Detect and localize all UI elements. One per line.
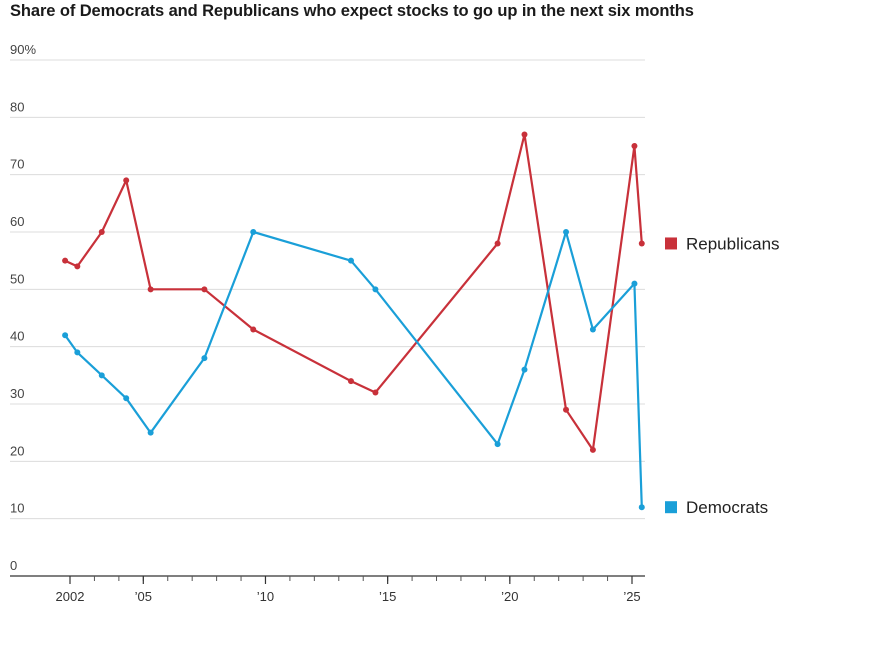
series-layer — [62, 131, 645, 511]
data-point-republicans — [348, 378, 354, 385]
data-point-democrats — [348, 257, 354, 264]
legend-label-democrats: Democrats — [686, 498, 768, 517]
legend-swatch-republicans — [665, 237, 677, 250]
x-tick-label: 2002 — [56, 589, 85, 604]
y-tick-label: 80 — [10, 99, 24, 114]
y-tick-label: 40 — [10, 329, 24, 344]
series-line-republicans — [63, 133, 643, 451]
y-axis: 0 10 20 30 40 50 60 70 80 90% — [10, 42, 36, 573]
x-tick-label: ’25 — [623, 589, 640, 604]
data-point-republicans — [494, 240, 501, 247]
y-tick-label: 0 — [10, 558, 17, 573]
x-tick-label: ’05 — [135, 589, 152, 604]
legend: Republicans Democrats — [665, 234, 780, 517]
data-point-republicans — [201, 286, 208, 293]
x-axis: 2002 ’05 ’10 ’15 ’20 ’25 — [10, 575, 645, 604]
data-point-democrats — [98, 372, 105, 379]
y-tick-label: 90% — [10, 42, 36, 57]
data-point-democrats — [638, 504, 645, 511]
data-point-republicans — [372, 389, 379, 396]
data-point-republicans — [589, 446, 596, 453]
data-point-democrats — [201, 355, 208, 362]
x-tick-label: ’10 — [257, 589, 274, 604]
data-point-republicans — [521, 131, 528, 138]
chart-title: Share of Democrats and Republicans who e… — [10, 2, 694, 20]
data-point-democrats — [589, 326, 596, 333]
y-tick-label: 10 — [10, 501, 24, 516]
legend-swatch-democrats — [665, 501, 677, 514]
series-line-democrats — [63, 230, 643, 509]
y-tick-label: 30 — [10, 386, 24, 401]
data-point-democrats — [147, 429, 154, 436]
y-tick-label: 60 — [10, 214, 24, 229]
data-point-republicans — [62, 257, 69, 264]
data-point-republicans — [74, 263, 81, 270]
data-point-democrats — [521, 366, 528, 373]
data-point-republicans — [563, 406, 570, 413]
x-tick-label: ’20 — [501, 589, 518, 604]
gridlines — [10, 59, 645, 520]
data-point-republicans — [250, 326, 257, 333]
legend-label-republicans: Republicans — [686, 234, 780, 253]
data-point-republicans — [631, 143, 638, 149]
data-point-democrats — [123, 395, 130, 402]
data-point-republicans — [147, 286, 154, 293]
data-point-republicans — [123, 177, 130, 184]
data-point-democrats — [74, 349, 81, 356]
data-point-democrats — [631, 280, 638, 287]
data-point-republicans — [98, 229, 105, 235]
y-tick-label: 70 — [10, 157, 24, 172]
data-point-democrats — [563, 229, 570, 235]
data-point-democrats — [372, 286, 379, 293]
y-tick-label: 20 — [10, 443, 24, 458]
y-tick-label: 50 — [10, 271, 24, 286]
x-tick-label: ’15 — [379, 589, 396, 604]
data-point-democrats — [62, 332, 69, 339]
data-point-republicans — [638, 240, 645, 247]
data-point-democrats — [494, 441, 501, 448]
data-point-democrats — [250, 229, 257, 235]
